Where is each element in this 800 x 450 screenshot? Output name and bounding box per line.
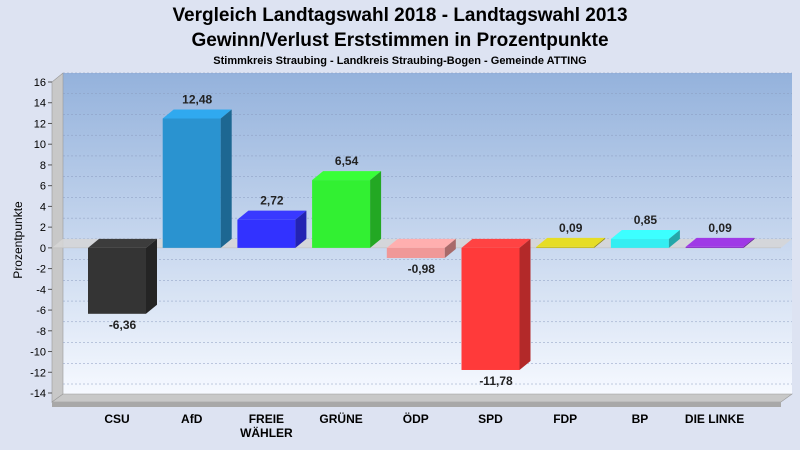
bar-die-linke: 0,09	[685, 221, 755, 248]
bar-side	[743, 237, 755, 248]
y-tick-label: 2	[40, 222, 46, 234]
bar-front	[88, 247, 146, 314]
chart-title-line2: Gewinn/Verlust Erststimmen in Prozentpun…	[191, 30, 608, 51]
y-tick-label: -12	[30, 367, 46, 379]
bar-front	[237, 219, 296, 248]
back-wall	[63, 73, 792, 394]
bar-side	[594, 237, 606, 248]
y-axis-label: Prozentpunkte	[11, 201, 25, 279]
bar-side	[519, 238, 531, 370]
chart-title: Vergleich Landtagswahl 2018 - Landtagswa…	[172, 5, 627, 26]
bar-bp: 0,85	[610, 213, 680, 248]
bar-grüne: 6,54	[312, 154, 382, 248]
category-label: BP	[632, 412, 649, 426]
bar-front	[461, 247, 520, 370]
bar-front	[685, 246, 744, 248]
value-label: -6,36	[109, 318, 137, 332]
y-tick-label: -8	[36, 326, 46, 338]
category-label: CSU	[104, 412, 129, 426]
value-label: 0,09	[708, 221, 732, 235]
category-label: DIE LINKE	[685, 412, 744, 426]
y-axis-ticks: 16 14 12 10 8 6 4 2 0 -2 -4 -6 -8 -10 -12 -14	[30, 77, 52, 400]
y-tick-label: -14	[30, 388, 46, 400]
y-tick-label: 6	[40, 181, 46, 193]
y-tick-label: 0	[40, 243, 46, 255]
category-label-line: FREIE	[249, 412, 284, 426]
chart-subtitle: Stimmkreis Straubing - Landkreis Straubi…	[213, 55, 586, 67]
category-label: SPD	[478, 412, 503, 426]
bars: -6,36 12,48 2,72 6,54 -0,98 -11,78 0,09 0,85 0,0…	[88, 92, 755, 388]
category-label: GRÜNE	[319, 411, 362, 426]
bar-top	[461, 238, 531, 248]
value-label: 12,48	[182, 92, 212, 106]
bar-top	[386, 238, 456, 248]
bar-top	[610, 230, 680, 240]
bar-top	[312, 171, 382, 181]
bar-side	[370, 171, 382, 248]
bar-afd: 12,48	[162, 92, 232, 248]
bar-freie-wähler: 2,72	[237, 194, 307, 248]
bar-csu: -6,36	[88, 238, 157, 332]
y-tick-label: 14	[34, 98, 46, 110]
bar-side	[295, 210, 307, 248]
bar-side	[220, 109, 232, 248]
y-tick-label: -4	[36, 284, 46, 296]
bar-top	[88, 238, 157, 248]
bar-ödp: -0,98	[386, 238, 456, 276]
value-label: -11,78	[479, 374, 513, 388]
plot-frame	[51, 72, 793, 407]
category-label: ÖDP	[403, 411, 429, 426]
bar-front	[610, 239, 669, 248]
bar-front	[312, 180, 371, 248]
bar-side	[668, 230, 680, 248]
bar-spd: -11,78	[461, 238, 531, 388]
y-tick-label: -10	[30, 347, 46, 359]
value-label: 0,85	[634, 213, 658, 227]
y-tick-label: -2	[36, 264, 46, 276]
bar-top	[685, 237, 755, 247]
category-labels: CSU AfD FREIE WÄHLER GRÜNE ÖDP SPD FDP BP DIE LIN…	[104, 411, 744, 440]
bar-front	[162, 118, 221, 248]
y-tick-label: 8	[40, 160, 46, 172]
bar-side	[444, 238, 456, 259]
bar-side	[146, 238, 157, 314]
category-label: FDP	[553, 412, 577, 426]
bar-top	[162, 109, 232, 119]
y-tick-label: 4	[40, 201, 46, 213]
y-tick-label: 16	[34, 77, 46, 89]
bar-top	[237, 210, 307, 220]
side-wall	[51, 72, 64, 403]
floor	[51, 393, 793, 403]
bar-front	[386, 247, 445, 259]
bar-top	[536, 237, 606, 247]
y-tick-label: 10	[34, 139, 46, 151]
bar-front	[536, 246, 595, 248]
value-label: 6,54	[335, 154, 359, 168]
floor-edge	[52, 402, 781, 407]
bar-fdp: 0,09	[536, 221, 606, 248]
y-tick-label: -6	[36, 305, 46, 317]
category-label: FREIE WÄHLER	[240, 412, 293, 440]
category-label: AfD	[181, 412, 203, 426]
y-tick-label: 12	[34, 118, 46, 130]
value-label: 0,09	[559, 221, 583, 235]
value-label: 2,72	[260, 194, 284, 208]
category-label-line: WÄHLER	[240, 425, 293, 440]
value-label: -0,98	[408, 262, 436, 276]
